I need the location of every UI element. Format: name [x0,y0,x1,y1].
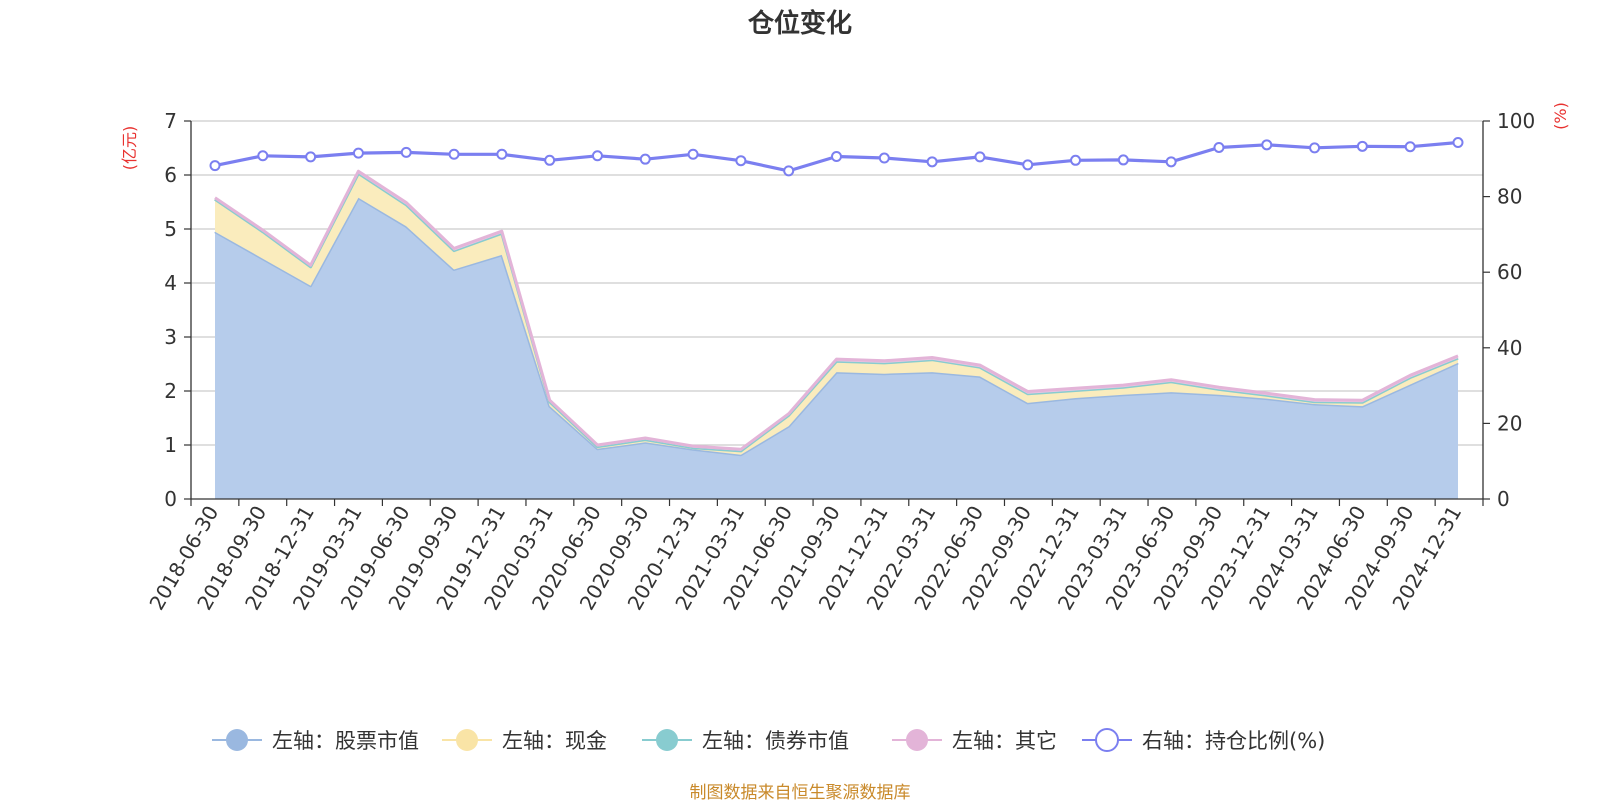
legend-item-1: 左轴：现金 [442,729,607,753]
ratio-point [1117,154,1129,166]
ratio-point [1261,139,1273,151]
area-edge-series-3 [214,169,1459,451]
right-tick-label: 100 [1497,109,1535,133]
legend-marker [1095,728,1119,752]
legend-marker [226,729,248,751]
ratio-point [1022,159,1034,171]
ratio-point [1452,137,1464,149]
right-tick-label: 0 [1497,487,1510,511]
left-tick-label: 6 [164,163,177,187]
left-tick-label: 0 [164,487,177,511]
ratio-point [687,148,699,160]
ratio-point [257,150,269,162]
ratio-point [591,150,603,162]
area-series-0 [215,197,1458,499]
legend-item-2: 左轴：债券市值 [642,729,849,753]
legend-label: 左轴：股票市值 [272,729,419,753]
ratio-point [783,165,795,177]
ratio-point [1404,141,1416,153]
legend-item-4: 右轴：持仓比例(%) [1082,728,1325,753]
ratio-point [400,146,412,158]
stacked-areas [214,169,1459,499]
left-tick-label: 5 [164,217,177,241]
ratio-point [305,151,317,163]
ratio-point [1213,141,1225,153]
ratio-point [448,148,460,160]
ratio-point [974,151,986,163]
left-tick-label: 4 [164,271,177,295]
legend-item-0: 左轴：股票市值 [212,729,419,753]
left-tick-label: 1 [164,433,177,457]
ratio-point [209,160,221,172]
legend-item-3: 左轴：其它 [892,729,1057,753]
ratio-point [496,148,508,160]
legend-marker [906,729,928,751]
legend-label: 左轴：债券市值 [702,729,849,753]
legend-label: 左轴：现金 [502,729,607,753]
ratio-point [352,147,364,159]
legend: 左轴：股票市值 左轴：现金 左轴：债券市值 左轴：其它 右轴：持仓比例(%) [212,728,1325,753]
chart-title: 仓位变化 [747,8,852,39]
left-axis-unit: (亿元) [120,126,139,171]
right-tick-label: 20 [1497,411,1522,435]
source-note: 制图数据来自恒生聚源数据库 [690,783,911,800]
right-tick-label: 80 [1497,185,1522,209]
right-tick-label: 60 [1497,260,1522,284]
ratio-point [1356,140,1368,152]
legend-label: 右轴：持仓比例(%) [1142,729,1325,753]
ratio-point [1309,142,1321,154]
right-axis-unit: (%) [1551,102,1570,130]
legend-marker [456,729,478,751]
legend-marker [656,729,678,751]
ratio-point [1070,154,1082,166]
left-tick-label: 7 [164,109,177,133]
ratio-point [926,156,938,168]
ratio-point [544,154,556,166]
ratio-point [1165,156,1177,168]
legend-label: 左轴：其它 [952,729,1057,753]
left-tick-label: 3 [164,325,177,349]
left-tick-label: 2 [164,379,177,403]
ratio-point [735,155,747,167]
ratio-point [831,151,842,163]
ratio-point [639,153,651,165]
right-tick-label: 40 [1497,336,1522,360]
ratio-point [878,152,890,164]
holding-ratio-line [209,137,1464,177]
